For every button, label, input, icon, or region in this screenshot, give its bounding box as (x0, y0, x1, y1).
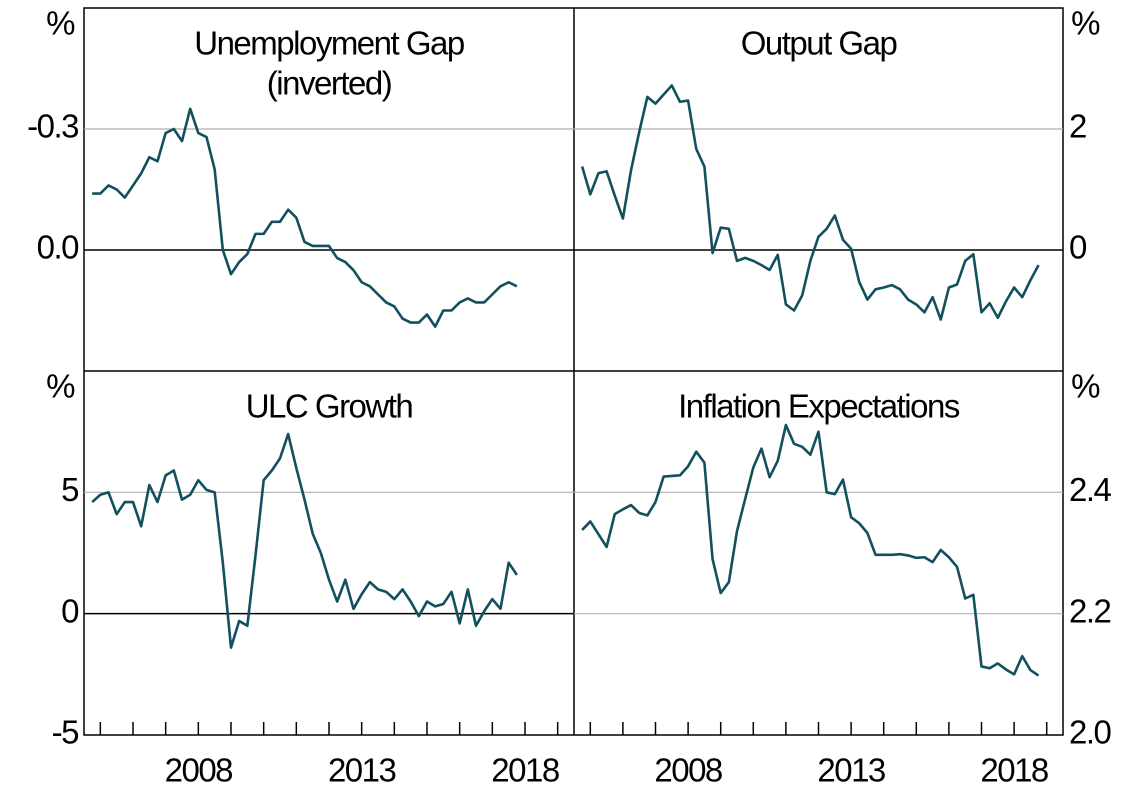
x-tick-label: 2018 (980, 752, 1048, 789)
y-tick-label: 5 (61, 471, 78, 508)
y-tick-label: 0 (1069, 229, 1087, 266)
x-tick-label: 2008 (654, 752, 722, 789)
x-tick-label: 2008 (165, 752, 233, 789)
y-tick-label: -5 (52, 714, 78, 751)
y-axis-label: % (46, 368, 75, 405)
chart-subtitle: (inverted) (267, 65, 391, 102)
y-axis-label: % (46, 5, 75, 42)
y-tick-label: 2.0 (1069, 714, 1112, 751)
y-tick-label: 2.2 (1069, 592, 1111, 629)
chart-title: Output Gap (741, 25, 897, 62)
y-axis-label: % (1071, 368, 1100, 405)
x-tick-label: 2013 (328, 752, 396, 789)
y-tick-label: 2 (1069, 108, 1086, 145)
y-tick-label: 2.4 (1069, 471, 1112, 508)
chart-title: ULC Growth (246, 388, 413, 425)
chart-title: Inflation Expectations (678, 388, 960, 425)
data-line (581, 423, 1040, 677)
chart-title: Unemployment Gap (194, 25, 464, 62)
y-axis-label: % (1071, 5, 1100, 42)
data-line (92, 107, 518, 328)
x-tick-label: 2013 (817, 752, 885, 789)
y-tick-label: -0.3 (27, 108, 78, 145)
x-tick-label: 2018 (491, 752, 559, 789)
data-line (580, 84, 1040, 321)
data-line (91, 432, 518, 649)
y-tick-label: 0.0 (37, 229, 80, 266)
y-tick-label: 0 (61, 592, 79, 629)
